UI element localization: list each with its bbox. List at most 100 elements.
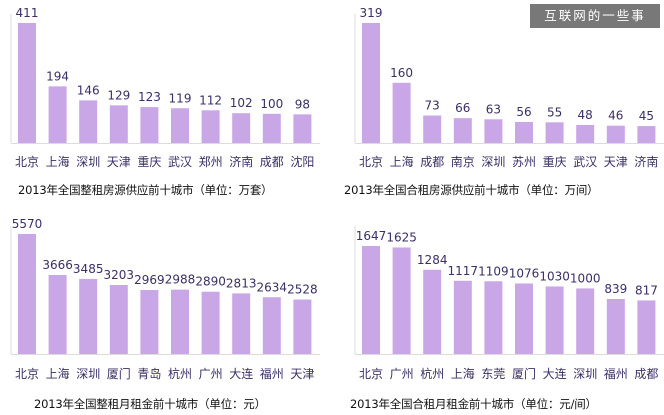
category-label: 厦门: [512, 366, 536, 381]
bar: [362, 246, 380, 354]
category-label: 上海: [390, 154, 414, 169]
chart-title-3: 2013年全国整租月租金前十城市（单位：元）: [34, 397, 266, 411]
category-label: 济南: [229, 154, 253, 169]
category-label: 重庆: [543, 155, 567, 169]
bar: [140, 290, 159, 354]
bar: [576, 124, 595, 143]
chart-title-4: 2013年全国合租月租金前十城市（单位：元/间）: [350, 397, 597, 411]
bar: [484, 281, 503, 354]
category-label: 上海: [46, 154, 70, 169]
bar: [606, 125, 625, 143]
bar: [48, 86, 67, 143]
bar: [637, 300, 656, 354]
bar: [232, 293, 251, 354]
data-label: 98: [295, 97, 310, 111]
bar: [423, 115, 442, 143]
bar: [515, 121, 533, 143]
category-label: 厦门: [107, 366, 131, 381]
category-label: 南京: [451, 154, 475, 169]
category-label: 北京: [15, 155, 39, 169]
data-label: 100: [260, 97, 283, 111]
data-label: 48: [578, 108, 593, 122]
bar: [392, 247, 411, 354]
bar: [515, 283, 533, 354]
category-label: 福州: [260, 366, 284, 381]
data-label: 2890: [195, 275, 226, 289]
bar: [606, 298, 625, 354]
data-label: 123: [138, 90, 161, 104]
data-label: 1109: [478, 264, 509, 278]
chart-title-1: 2013年全国整租房源供应前十城市（单位：万套）: [18, 183, 273, 197]
data-label: 129: [107, 88, 130, 102]
bar: [18, 23, 36, 143]
data-label: 319: [360, 6, 383, 20]
chart-title-2: 2013年全国合租房源供应前十城市（单位：万间）: [344, 183, 599, 197]
category-label: 东莞: [481, 367, 505, 381]
data-label: 817: [635, 283, 658, 297]
category-label: 武汉: [168, 155, 192, 169]
category-label: 福州: [604, 366, 628, 381]
data-label: 1284: [417, 253, 448, 267]
bar: [484, 119, 503, 143]
data-label: 45: [639, 109, 654, 123]
data-label: 146: [77, 83, 100, 97]
data-label: 1076: [509, 266, 540, 280]
category-label: 重庆: [137, 155, 161, 169]
data-label: 160: [390, 66, 413, 80]
data-label: 2813: [226, 276, 257, 290]
bar: [362, 23, 380, 143]
data-label: 73: [425, 99, 440, 113]
category-label: 天津: [604, 155, 628, 169]
bar: [293, 114, 312, 143]
category-label: 北京: [359, 155, 383, 169]
category-label: 武汉: [573, 155, 597, 169]
category-label: 深圳: [573, 367, 597, 381]
data-label: 411: [16, 6, 39, 20]
bar: [453, 118, 472, 143]
category-label: 成都: [260, 155, 284, 169]
bar: [171, 108, 189, 143]
bar: [79, 100, 98, 143]
category-label: 深圳: [76, 367, 100, 381]
category-label: 杭州: [420, 366, 444, 381]
bar: [545, 286, 564, 354]
category-label: 天津: [290, 367, 314, 381]
data-label: 119: [169, 91, 192, 105]
data-label: 56: [516, 105, 531, 119]
bar: [293, 299, 312, 354]
bar: [392, 82, 411, 143]
bar: [171, 289, 189, 354]
data-label: 102: [230, 96, 253, 110]
category-label: 广州: [199, 367, 223, 381]
data-label: 55: [547, 105, 562, 119]
data-label: 2528: [287, 283, 318, 297]
category-label: 北京: [15, 367, 39, 381]
data-label: 1000: [570, 271, 601, 285]
watermark-label: 互联网的一些事: [530, 4, 660, 28]
bar: [48, 275, 67, 354]
data-label: 63: [486, 102, 501, 116]
bar: [109, 105, 128, 143]
category-label: 上海: [46, 366, 70, 381]
category-label: 沈阳: [290, 154, 314, 169]
data-label: 3203: [104, 268, 135, 282]
data-label: 66: [455, 101, 470, 115]
category-label: 深圳: [481, 155, 505, 169]
category-label: 成都: [420, 155, 444, 169]
category-label: 大连: [229, 366, 253, 381]
category-label: 济南: [634, 154, 658, 169]
bar: [262, 113, 281, 143]
category-label: 杭州: [168, 366, 192, 381]
data-label: 5570: [12, 217, 43, 231]
data-label: 3485: [73, 262, 104, 276]
category-label: 郑州: [199, 154, 223, 169]
category-label: 天津: [107, 155, 131, 169]
category-label: 苏州: [512, 155, 536, 169]
bar: [109, 284, 128, 354]
data-label: 1647: [356, 229, 387, 243]
data-label: 839: [604, 282, 627, 296]
category-label: 上海: [451, 366, 475, 381]
bar: [576, 288, 595, 354]
data-label: 2969: [134, 273, 165, 287]
